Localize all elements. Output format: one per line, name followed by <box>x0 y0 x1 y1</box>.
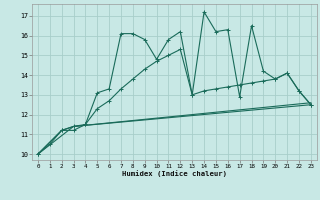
X-axis label: Humidex (Indice chaleur): Humidex (Indice chaleur) <box>122 171 227 177</box>
